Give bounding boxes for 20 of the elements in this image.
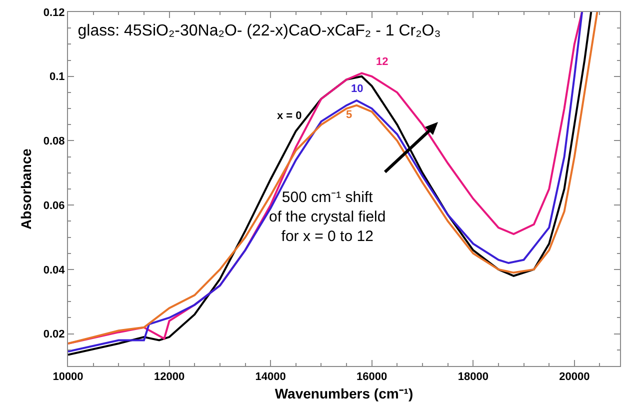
x-tick-label: 12000 (154, 371, 185, 384)
y-axis-title: Absorbance (18, 148, 34, 230)
y-tick-label: 0.06 (43, 200, 65, 212)
y-tick-label: 0.02 (43, 328, 65, 341)
y-tick-label: 0.1 (50, 71, 65, 84)
series-label: x = 0 (277, 110, 302, 122)
x-axis-title: Wavenumbers (cm⁻¹) (274, 386, 414, 402)
series-label: 12 (376, 56, 388, 68)
y-tick-label: 0.04 (43, 264, 66, 276)
x-tick-label: 14000 (255, 371, 286, 384)
x-tick-label: 18000 (458, 371, 488, 384)
x-tick-label: 16000 (356, 371, 388, 384)
y-tick-label: 0.12 (43, 6, 65, 19)
x-tick-label: 10000 (52, 371, 84, 384)
annotation: 500 cm⁻¹ shift of the crystal field for x = 0 to 12 (269, 189, 386, 245)
y-tick-label: 0.08 (43, 136, 65, 148)
x-tick-label: 20000 (559, 371, 590, 384)
series-label: 5 (346, 109, 352, 121)
text: glass: 45SiO₂-30Na₂O- (22-x)CaO-xCaF₂ - 1 Cr₂O₃ (78, 22, 441, 40)
series-label: 10 (351, 83, 364, 95)
